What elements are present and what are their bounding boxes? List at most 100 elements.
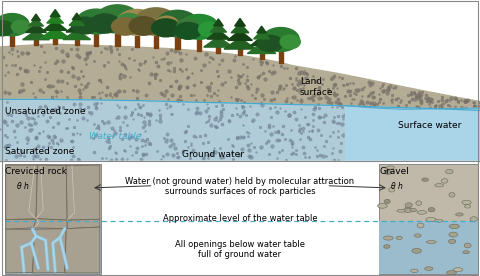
Text: Ground water: Ground water <box>182 150 244 159</box>
Ellipse shape <box>412 248 421 253</box>
Polygon shape <box>0 99 480 161</box>
Ellipse shape <box>90 14 120 33</box>
Bar <box>379 221 478 274</box>
Text: θ h: θ h <box>391 182 403 191</box>
Bar <box>197 40 201 51</box>
Bar <box>175 37 180 49</box>
Bar <box>279 52 283 63</box>
Text: Creviced rock: Creviced rock <box>5 167 67 176</box>
Ellipse shape <box>449 224 459 229</box>
Ellipse shape <box>280 35 300 49</box>
Polygon shape <box>224 38 256 49</box>
Ellipse shape <box>470 217 478 221</box>
Polygon shape <box>72 13 82 20</box>
Text: Saturated zone: Saturated zone <box>5 147 74 156</box>
Ellipse shape <box>262 28 300 52</box>
Text: Water table: Water table <box>89 132 141 141</box>
Polygon shape <box>33 229 66 273</box>
Bar <box>53 39 57 44</box>
Ellipse shape <box>96 5 139 33</box>
Ellipse shape <box>405 203 412 208</box>
Ellipse shape <box>417 223 424 228</box>
Polygon shape <box>66 165 100 220</box>
Ellipse shape <box>404 208 412 213</box>
Text: Water (not ground water) held by molecular attraction
surrounds surfaces of rock: Water (not ground water) held by molecul… <box>125 177 355 196</box>
Ellipse shape <box>72 17 98 34</box>
Polygon shape <box>6 229 35 273</box>
Ellipse shape <box>152 19 180 37</box>
Ellipse shape <box>77 9 115 34</box>
Ellipse shape <box>417 211 427 214</box>
Polygon shape <box>228 30 252 40</box>
Ellipse shape <box>384 236 393 240</box>
Ellipse shape <box>422 178 429 181</box>
Ellipse shape <box>180 14 218 39</box>
Bar <box>75 39 79 45</box>
Ellipse shape <box>175 22 201 39</box>
Bar <box>379 164 478 274</box>
Polygon shape <box>34 219 67 229</box>
Bar <box>5 164 101 274</box>
Text: All openings below water table
full of ground water: All openings below water table full of g… <box>175 240 305 259</box>
Ellipse shape <box>384 245 390 248</box>
Ellipse shape <box>397 209 405 212</box>
Text: Approximate level of the water table: Approximate level of the water table <box>163 214 317 223</box>
Ellipse shape <box>117 14 141 30</box>
Polygon shape <box>65 227 100 273</box>
Bar <box>134 36 139 47</box>
Polygon shape <box>235 18 245 26</box>
Polygon shape <box>247 43 276 54</box>
Polygon shape <box>251 37 273 46</box>
Polygon shape <box>254 31 270 39</box>
Ellipse shape <box>199 22 219 36</box>
Ellipse shape <box>111 18 139 35</box>
Bar <box>94 34 98 46</box>
Ellipse shape <box>441 179 448 183</box>
Polygon shape <box>43 21 67 30</box>
Ellipse shape <box>378 203 387 208</box>
Polygon shape <box>257 26 266 33</box>
Ellipse shape <box>96 17 116 31</box>
Ellipse shape <box>449 232 457 237</box>
Polygon shape <box>0 44 480 110</box>
Polygon shape <box>214 19 223 26</box>
Ellipse shape <box>396 236 402 240</box>
Polygon shape <box>6 165 37 219</box>
Ellipse shape <box>464 243 471 248</box>
Polygon shape <box>67 219 100 229</box>
Ellipse shape <box>0 14 29 36</box>
Ellipse shape <box>157 10 198 37</box>
Text: Land
surface: Land surface <box>300 77 334 97</box>
Ellipse shape <box>257 35 283 52</box>
Ellipse shape <box>386 166 395 169</box>
Ellipse shape <box>463 251 469 254</box>
Ellipse shape <box>416 201 421 205</box>
Ellipse shape <box>456 213 463 216</box>
Polygon shape <box>207 30 230 39</box>
Ellipse shape <box>453 268 463 272</box>
Ellipse shape <box>428 208 435 212</box>
Ellipse shape <box>414 234 421 237</box>
Ellipse shape <box>384 199 390 204</box>
Text: Unsaturated zone: Unsaturated zone <box>5 107 85 116</box>
Ellipse shape <box>129 17 158 35</box>
Bar <box>34 40 38 45</box>
Polygon shape <box>210 24 227 32</box>
Bar <box>10 36 14 46</box>
Bar <box>216 47 220 53</box>
Polygon shape <box>40 28 71 39</box>
Ellipse shape <box>410 208 417 212</box>
Bar <box>115 34 120 46</box>
Ellipse shape <box>136 17 157 32</box>
Ellipse shape <box>434 219 443 222</box>
Ellipse shape <box>411 269 418 272</box>
Ellipse shape <box>389 187 395 192</box>
Ellipse shape <box>135 8 177 35</box>
Polygon shape <box>47 14 63 23</box>
Ellipse shape <box>12 20 30 33</box>
Bar <box>5 221 101 274</box>
Text: Gravel: Gravel <box>379 167 409 176</box>
Ellipse shape <box>448 239 456 243</box>
Bar <box>154 36 158 48</box>
Polygon shape <box>66 23 87 32</box>
